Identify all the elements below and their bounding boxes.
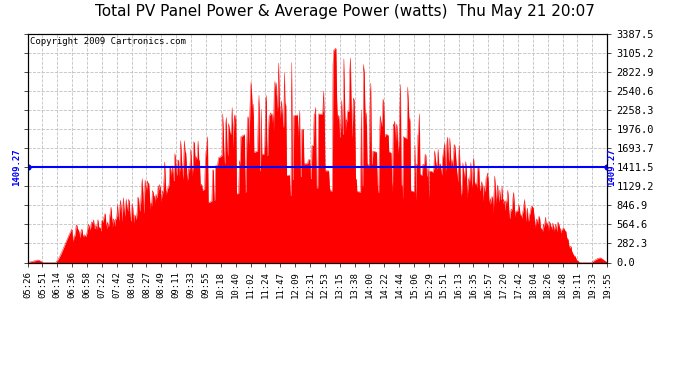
Text: Copyright 2009 Cartronics.com: Copyright 2009 Cartronics.com xyxy=(30,37,186,46)
Text: 1409.27: 1409.27 xyxy=(607,148,616,186)
Text: Total PV Panel Power & Average Power (watts)  Thu May 21 20:07: Total PV Panel Power & Average Power (wa… xyxy=(95,4,595,19)
Text: 1409.27: 1409.27 xyxy=(12,148,21,186)
